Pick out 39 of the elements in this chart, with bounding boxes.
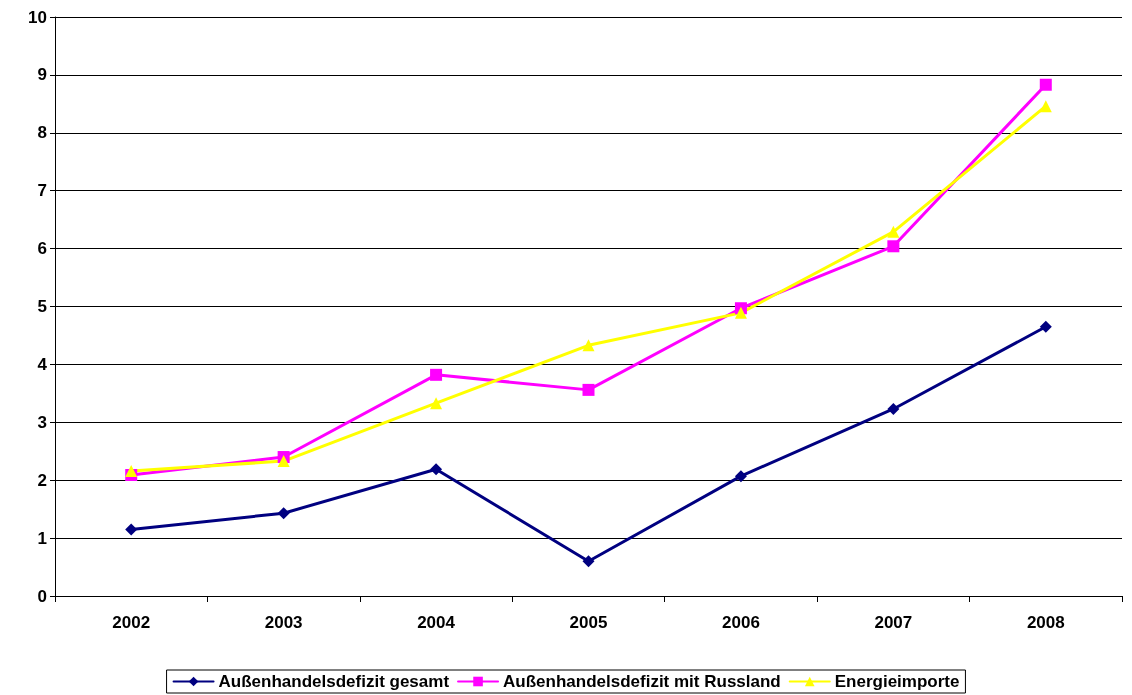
legend-label: Außenhandelsdefizit mit Russland bbox=[503, 672, 781, 691]
point bbox=[1039, 100, 1052, 113]
x-tick-label: 2007 bbox=[874, 613, 913, 632]
point bbox=[277, 507, 290, 520]
point bbox=[887, 225, 900, 238]
y-tick-label: 10 bbox=[28, 7, 47, 27]
point bbox=[734, 470, 747, 483]
y-tick-label: 9 bbox=[37, 65, 47, 85]
point bbox=[734, 306, 747, 319]
point bbox=[582, 383, 595, 396]
point bbox=[125, 523, 138, 536]
point bbox=[1039, 320, 1052, 333]
y-tick-label: 0 bbox=[37, 586, 47, 606]
x-tick-label: 2002 bbox=[112, 613, 151, 632]
y-tick-label: 1 bbox=[37, 528, 47, 548]
point bbox=[430, 368, 443, 381]
point bbox=[887, 240, 900, 253]
y-tick-label: 6 bbox=[37, 239, 47, 259]
y-tick-label: 3 bbox=[37, 412, 47, 432]
y-tick-label: 4 bbox=[37, 354, 48, 374]
x-tick-label: 2006 bbox=[722, 613, 760, 632]
y-tick-label: 5 bbox=[37, 297, 47, 316]
point bbox=[125, 464, 138, 477]
point bbox=[430, 397, 443, 410]
x-tick-label: 2004 bbox=[417, 613, 456, 632]
x-tick-label: 2005 bbox=[569, 613, 608, 632]
y-tick-label: 7 bbox=[37, 181, 47, 201]
point bbox=[1039, 78, 1052, 91]
point bbox=[887, 402, 900, 415]
point bbox=[582, 555, 595, 568]
legend-label: Energieimporte bbox=[834, 672, 960, 691]
point bbox=[582, 339, 595, 352]
y-tick-label: 2 bbox=[37, 470, 47, 490]
x-tick-label: 2008 bbox=[1026, 613, 1065, 632]
point bbox=[277, 455, 290, 468]
y-tick-label: 8 bbox=[37, 123, 47, 143]
legend-label: Außenhandelsdefizit gesamt bbox=[218, 672, 450, 691]
point bbox=[430, 463, 443, 476]
x-tick-label: 2003 bbox=[264, 613, 303, 632]
